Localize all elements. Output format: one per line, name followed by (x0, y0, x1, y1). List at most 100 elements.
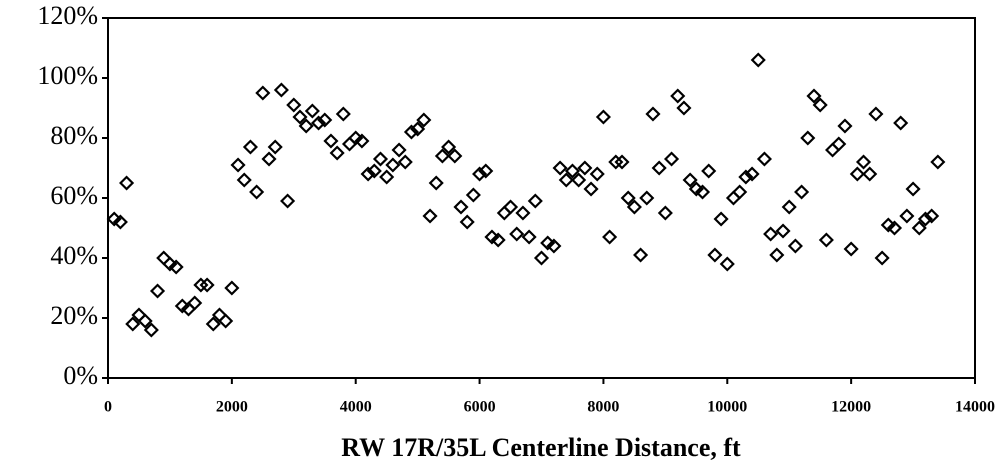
point (521, 229, 537, 245)
x-tick-label: 12000 (831, 399, 871, 416)
point (725, 190, 742, 206)
point (199, 277, 215, 293)
point (329, 145, 345, 161)
point (825, 142, 841, 158)
point (428, 175, 444, 191)
point (366, 163, 382, 179)
point (546, 238, 562, 254)
point (738, 169, 754, 185)
point (527, 193, 543, 209)
y-tick-label: 80% (50, 121, 98, 150)
point (651, 160, 667, 176)
point (267, 139, 283, 155)
point (403, 124, 420, 140)
point (397, 154, 413, 170)
point (410, 121, 426, 137)
point (707, 247, 723, 263)
x-tick-label: 14000 (955, 399, 995, 416)
point (218, 313, 234, 329)
point (917, 211, 934, 227)
point (156, 250, 172, 266)
point (571, 172, 587, 188)
point (818, 232, 834, 248)
point (459, 214, 475, 230)
point (831, 136, 847, 152)
point (125, 316, 141, 332)
point (769, 247, 785, 263)
point (930, 154, 946, 170)
point (354, 133, 370, 149)
plot-frame (107, 17, 976, 379)
point (595, 109, 611, 125)
point (608, 154, 624, 170)
point (385, 157, 401, 173)
point (670, 88, 686, 104)
point (639, 190, 655, 206)
point (626, 199, 642, 215)
point (490, 232, 506, 248)
point (744, 166, 760, 182)
point (249, 184, 265, 200)
point (298, 118, 314, 134)
x-axis-label: RW 17R/35L Centerline Distance, ft (341, 433, 741, 462)
point (837, 118, 853, 134)
point (230, 157, 246, 173)
point (843, 241, 859, 257)
point (465, 187, 481, 203)
point (379, 169, 395, 185)
point (564, 163, 581, 179)
point (874, 250, 890, 266)
point (341, 136, 358, 152)
point (447, 148, 463, 164)
point (434, 148, 450, 164)
point (193, 277, 209, 293)
point (280, 193, 296, 209)
point (533, 250, 550, 266)
point (633, 247, 649, 263)
point (812, 97, 828, 113)
point (862, 166, 878, 182)
point (583, 181, 599, 197)
y-tick-label: 40% (50, 241, 98, 270)
point (719, 256, 735, 272)
point (472, 166, 488, 182)
point (750, 52, 766, 68)
point (645, 106, 661, 122)
point (602, 229, 618, 245)
point (149, 283, 166, 299)
point (119, 175, 135, 191)
point (509, 226, 525, 242)
point (886, 220, 903, 236)
point (756, 151, 772, 167)
point (286, 97, 302, 113)
point (137, 313, 153, 329)
point (515, 205, 531, 221)
point (236, 172, 252, 188)
point (143, 322, 159, 338)
point (589, 166, 605, 182)
point (273, 82, 289, 98)
point (502, 199, 519, 215)
point (806, 88, 822, 104)
point (787, 238, 803, 254)
point (496, 205, 512, 221)
x-tick-label: 2000 (216, 399, 248, 416)
point (794, 184, 810, 200)
point (478, 163, 494, 179)
point (676, 100, 692, 116)
point (360, 166, 376, 182)
point (242, 139, 258, 155)
point (732, 184, 748, 200)
point (372, 151, 389, 167)
point (311, 115, 327, 131)
point (224, 280, 240, 296)
point (441, 139, 457, 155)
y-tick-label: 0% (63, 361, 98, 390)
point (694, 184, 711, 200)
point (905, 181, 921, 197)
y-tick-label: 100% (37, 61, 98, 90)
point (657, 205, 673, 221)
point (335, 106, 351, 122)
x-tick-label: 4000 (340, 399, 372, 416)
